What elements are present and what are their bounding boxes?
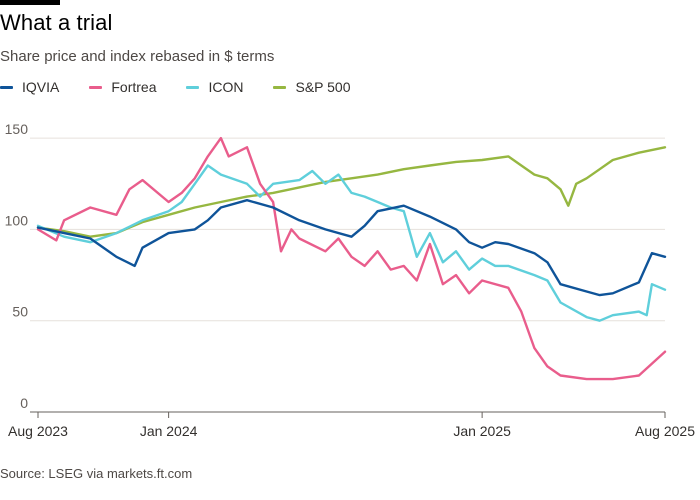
series-line-fortrea — [36, 136, 667, 381]
title-accent-bar — [0, 0, 60, 5]
axis-layer: 0 50 100 150 Aug 2023 Jan 2024 Jan 2025 Aug 202… — [5, 121, 696, 439]
line-chart: 0 50 100 150 Aug 2023 Jan 2024 Jan 2025 Aug 202… — [5, 121, 696, 439]
legend-label: ICON — [208, 79, 244, 95]
x-tick-label: Aug 2023 — [8, 423, 68, 439]
legend-item-fortrea: Fortrea — [89, 79, 156, 95]
y-tick-label: 0 — [20, 395, 28, 411]
series-line-icon — [36, 164, 667, 322]
chart-title: What a trial — [0, 10, 113, 35]
legend-item-iqvia: IQVIA — [0, 79, 59, 95]
legend: IQVIA Fortrea ICON S&P 500 — [0, 79, 381, 95]
legend-item-s-p-500: S&P 500 — [273, 79, 351, 95]
x-tick-label: Aug 2025 — [635, 423, 695, 439]
legend-swatch — [273, 85, 287, 89]
chart-subtitle: Share price and index rebased in $ terms — [0, 48, 275, 65]
y-tick-label: 50 — [12, 304, 28, 320]
x-tick-label: Jan 2024 — [140, 423, 198, 439]
source-note: Source: LSEG via markets.ft.com — [0, 466, 193, 481]
legend-swatch — [89, 85, 103, 89]
y-tick-label: 100 — [5, 212, 29, 228]
legend-label: IQVIA — [22, 79, 60, 95]
legend-item-icon: ICON — [186, 79, 243, 95]
series-line-iqvia — [36, 198, 667, 297]
legend-swatch — [186, 85, 200, 89]
legend-label: S&P 500 — [295, 79, 351, 95]
legend-label: Fortrea — [111, 79, 157, 95]
grid-layer — [30, 137, 665, 413]
y-tick-label: 150 — [5, 121, 29, 137]
series-layer — [36, 136, 667, 381]
series-line-s-p-500 — [36, 146, 667, 238]
x-tick-label: Jan 2025 — [453, 423, 511, 439]
legend-swatch — [0, 85, 13, 89]
